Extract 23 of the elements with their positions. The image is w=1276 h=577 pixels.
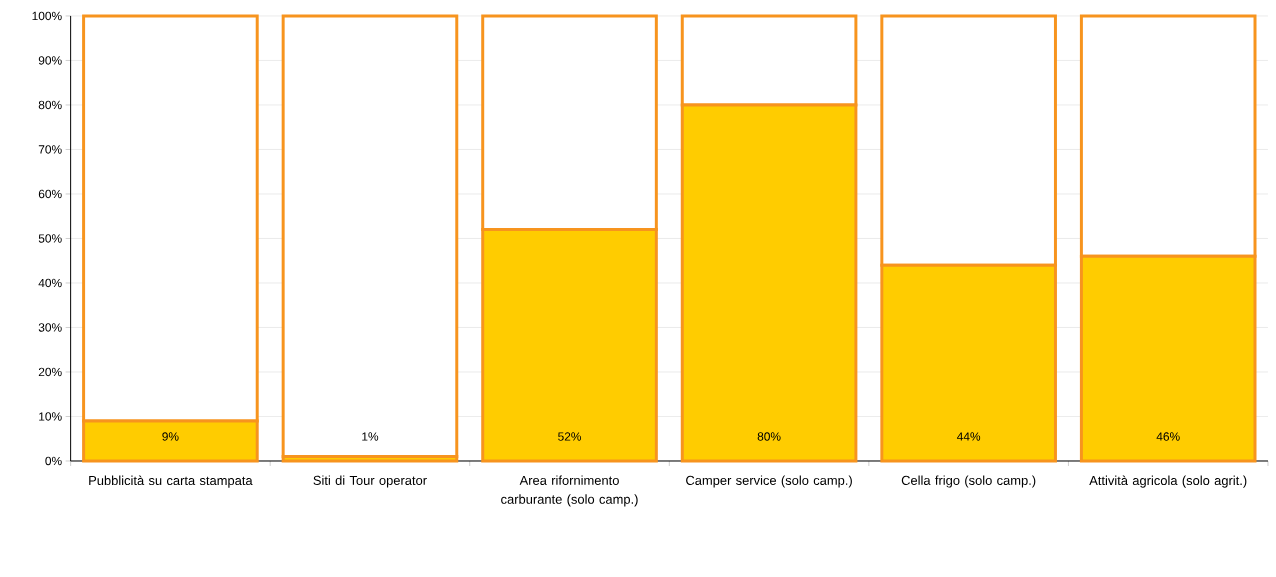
x-tick-label: Cella frigo (solo camp.) <box>901 475 1036 488</box>
y-tick-label: 100% <box>32 11 62 21</box>
y-tick-label: 10% <box>39 412 62 421</box>
y-tick-label: 60% <box>38 189 62 199</box>
y-tick-label: 30% <box>38 323 62 332</box>
x-tick-label: Area rifornimento carburante (solo camp.) <box>501 475 638 507</box>
data-label: 1% <box>362 432 379 441</box>
y-tick-label: 0% <box>45 456 62 466</box>
x-tick-label: Camper service (solo camp.) <box>686 475 852 488</box>
data-label: 52% <box>558 432 582 441</box>
data-label: 46% <box>1156 432 1180 441</box>
data-label: 44% <box>956 432 981 441</box>
data-label: 80% <box>757 432 781 441</box>
y-tick-label: 80% <box>38 100 62 110</box>
x-tick-label: Pubblicità su carta stampata <box>89 475 253 488</box>
y-tick-label: 90% <box>38 56 62 65</box>
y-tick-label: 20% <box>38 367 62 377</box>
x-tick-label: Siti di Tour operator <box>313 475 427 488</box>
y-tick-label: 70% <box>38 145 62 154</box>
x-tick-label: Attività agricola (solo agrit.) <box>1089 475 1247 488</box>
y-tick-label: 40% <box>38 278 62 288</box>
y-tick-label: 50% <box>38 234 62 243</box>
data-label: 9% <box>162 432 179 441</box>
